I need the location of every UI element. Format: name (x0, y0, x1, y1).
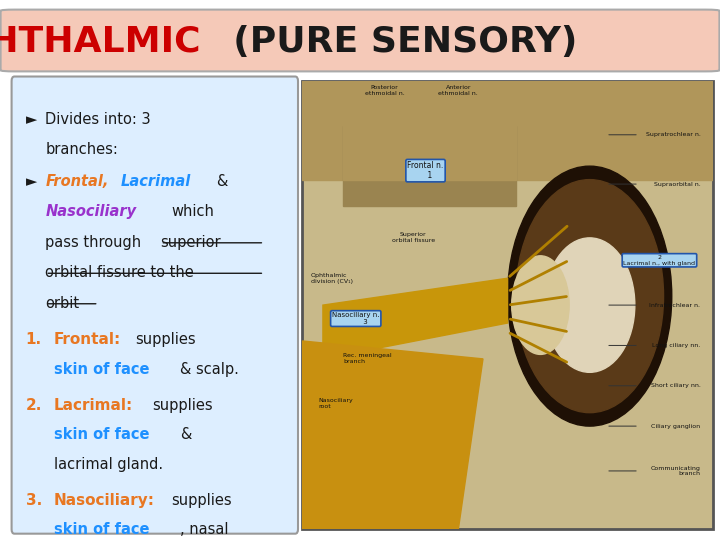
Text: Infratrochlear n.: Infratrochlear n. (649, 302, 701, 308)
Text: Lacrimal:: Lacrimal: (54, 399, 133, 413)
Text: branches:: branches: (45, 141, 118, 157)
Text: Supraorbital n.: Supraorbital n. (654, 181, 701, 187)
Polygon shape (302, 81, 713, 180)
Text: 2.: 2. (26, 399, 42, 413)
Text: Communicating
branch: Communicating branch (651, 465, 701, 476)
Text: skin of face: skin of face (54, 523, 149, 537)
Text: Nasociliary: Nasociliary (45, 204, 136, 219)
Text: Frontal,: Frontal, (45, 174, 109, 189)
Text: supplies: supplies (152, 399, 212, 413)
Text: , nasal: , nasal (180, 523, 228, 537)
Text: Rec. meningeal
branch: Rec. meningeal branch (343, 354, 392, 364)
Text: Nasociliary
root: Nasociliary root (319, 399, 354, 409)
Text: Nasociliary n.
         3: Nasociliary n. 3 (332, 312, 379, 325)
Text: 3.: 3. (26, 494, 42, 508)
Text: Frontal:: Frontal: (54, 333, 121, 347)
Text: Posterior
ethmoidal n.: Posterior ethmoidal n. (364, 85, 405, 96)
Text: & scalp.: & scalp. (180, 362, 239, 376)
Text: Ciliary ganglion: Ciliary ganglion (652, 423, 701, 429)
Text: Nasociliary:: Nasociliary: (54, 494, 155, 508)
Text: &: & (180, 428, 192, 442)
Text: Divides into: 3: Divides into: 3 (45, 112, 151, 127)
Text: OPHTHALMIC: OPHTHALMIC (0, 25, 201, 59)
Text: Ophthalmic
division (CV₁): Ophthalmic division (CV₁) (310, 273, 353, 284)
Text: ►: ► (26, 174, 37, 189)
Text: &: & (217, 174, 228, 189)
Text: (PURE SENSORY): (PURE SENSORY) (208, 25, 577, 59)
Text: orbit: orbit (45, 296, 79, 310)
Ellipse shape (508, 166, 672, 426)
Text: orbital fissure to the: orbital fissure to the (45, 265, 194, 280)
Polygon shape (302, 341, 483, 529)
Text: Anterior
ethmoidal n.: Anterior ethmoidal n. (438, 85, 478, 96)
Ellipse shape (544, 238, 635, 373)
Text: 1.: 1. (26, 333, 42, 347)
Text: pass through: pass through (45, 235, 146, 249)
FancyBboxPatch shape (12, 77, 298, 534)
Text: ►: ► (26, 112, 37, 127)
Text: lacrimal gland.: lacrimal gland. (54, 457, 163, 471)
Text: Short ciliary nn.: Short ciliary nn. (651, 383, 701, 388)
Text: supplies: supplies (171, 494, 233, 508)
Polygon shape (343, 99, 516, 180)
Text: Frontal n.
    1: Frontal n. 1 (408, 161, 444, 180)
Text: Superior
orbital fissure: Superior orbital fissure (392, 232, 435, 243)
Text: skin of face: skin of face (54, 362, 149, 376)
FancyBboxPatch shape (302, 81, 713, 529)
Polygon shape (323, 278, 508, 359)
Text: Supratrochlear n.: Supratrochlear n. (646, 132, 701, 137)
Ellipse shape (516, 180, 664, 413)
Text: Long ciliary nn.: Long ciliary nn. (652, 343, 701, 348)
Text: skin of face: skin of face (54, 428, 149, 442)
Ellipse shape (512, 256, 569, 354)
Text: Lacrimal: Lacrimal (121, 174, 192, 189)
Text: superior: superior (161, 235, 221, 249)
Text: which: which (171, 204, 215, 219)
FancyBboxPatch shape (1, 10, 719, 71)
Text: supplies: supplies (135, 333, 196, 347)
Polygon shape (343, 126, 516, 206)
Text: 2
Lacrimal n., with gland: 2 Lacrimal n., with gland (624, 255, 696, 266)
